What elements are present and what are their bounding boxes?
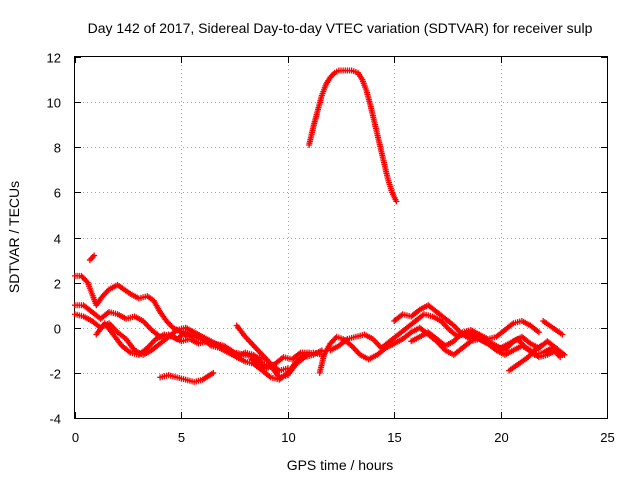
y-tick-label: 0 bbox=[54, 322, 61, 337]
series-arc-8 bbox=[248, 349, 313, 372]
data-point bbox=[91, 252, 98, 259]
y-tick-label: 12 bbox=[47, 51, 61, 66]
x-tick-label: 0 bbox=[72, 430, 79, 445]
y-tick-label: -2 bbox=[49, 367, 61, 382]
y-tick-label: 6 bbox=[54, 186, 61, 201]
y-tick-label: 8 bbox=[54, 141, 61, 156]
data-point bbox=[306, 349, 313, 356]
data-point bbox=[393, 198, 400, 205]
data-point bbox=[210, 369, 217, 376]
data-point bbox=[203, 338, 210, 345]
series-arc-5 bbox=[93, 320, 210, 358]
data-point bbox=[561, 351, 568, 358]
series-arc-13 bbox=[408, 317, 542, 349]
data-point bbox=[559, 331, 566, 338]
y-tick-label: 4 bbox=[54, 232, 61, 247]
series-arc-15 bbox=[540, 317, 566, 338]
chart-title: Day 142 of 2017, Sidereal Day-to-day VTE… bbox=[88, 20, 593, 36]
data-point bbox=[538, 342, 545, 349]
data-point bbox=[535, 329, 542, 336]
plot-frame bbox=[74, 56, 608, 419]
data-point bbox=[284, 365, 291, 372]
series-arc-14 bbox=[506, 342, 545, 374]
axis-ticks: 0 5 10 15 20 25 -4 -2 0 2 4 6 8 10 12 bbox=[47, 51, 615, 446]
grid bbox=[75, 57, 607, 418]
series-arc-6 bbox=[157, 369, 217, 385]
series-arc-3 bbox=[72, 311, 325, 383]
x-axis-label: GPS time / hours bbox=[287, 457, 394, 473]
y-axis-label: SDTVAR / TECUs bbox=[6, 181, 22, 293]
x-tick-label: 10 bbox=[281, 430, 295, 445]
x-tick-label: 5 bbox=[178, 430, 185, 445]
x-tick-label: 15 bbox=[387, 430, 401, 445]
data-point bbox=[557, 354, 564, 361]
series-arc-4 bbox=[86, 252, 98, 264]
y-tick-label: 10 bbox=[47, 96, 61, 111]
x-tick-label: 25 bbox=[600, 430, 614, 445]
y-tick-label: -4 bbox=[49, 412, 61, 427]
x-tick-label: 20 bbox=[494, 430, 508, 445]
data-points bbox=[72, 67, 568, 385]
series-arc-9 bbox=[306, 67, 400, 205]
series-arc-7 bbox=[233, 322, 291, 374]
y-tick-label: 2 bbox=[54, 277, 61, 292]
